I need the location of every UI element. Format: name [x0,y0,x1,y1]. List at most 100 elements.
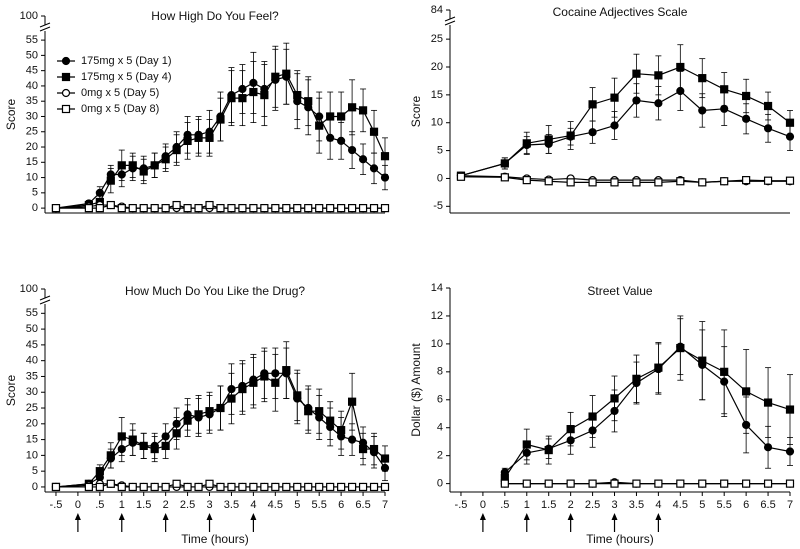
marker [117,482,126,492]
marker [720,85,729,94]
x-tick-label: 1.5 [136,499,151,511]
y-tick-label: -5 [433,200,443,212]
marker [106,176,115,185]
marker [238,384,247,394]
x-tick-label: 6.5 [760,499,775,511]
marker [271,204,280,213]
y-tick-label: 84 [431,4,443,16]
y-tick-label: 20 [26,141,38,153]
marker [216,482,225,492]
marker [588,128,597,137]
dose-arrow-head [250,513,257,520]
marker [161,204,170,213]
marker [763,398,773,407]
marker [610,121,619,130]
legend-marker [61,88,71,98]
y-tick-label: 2 [437,450,443,462]
marker [763,124,773,133]
panel: Street Value 0 2 4 6 8 10 12 14 -.5 0 .5 1 1.5 2 2.5 3 3.… [409,282,795,546]
marker [249,378,258,387]
dose-arrow-head [523,513,530,520]
legend-marker [61,56,71,66]
x-tick-label: 2 [163,499,169,511]
marker [742,114,751,123]
series [456,44,795,180]
marker [698,74,707,83]
marker [380,482,390,492]
y-tick-label: 14 [431,282,443,294]
marker [315,407,324,416]
marker [293,482,302,492]
marker [95,188,104,197]
dose-arrow [655,513,662,532]
series [51,341,390,492]
x-tick-label: 7 [787,499,793,511]
marker [194,482,203,492]
axis-break [444,20,456,26]
dose-arrow-head [206,513,213,520]
marker [544,445,553,455]
y-tick-label: 10 [26,449,38,461]
marker [95,204,104,213]
marker [282,366,291,375]
marker [194,204,203,213]
marker [183,416,192,425]
marker [522,176,531,185]
marker [544,479,553,488]
marker [380,454,390,463]
y-tick-label: 0 [32,481,38,493]
marker [161,482,170,492]
x-tick-label: 5 [699,499,705,511]
marker [369,127,379,136]
y-tick-label: 10 [431,117,443,129]
y-tick-label: 15 [26,156,38,168]
marker [95,467,104,476]
marker [566,178,575,187]
marker [610,93,619,102]
axis-break [39,299,51,305]
marker [161,155,170,164]
marker [369,164,379,173]
marker [763,101,773,111]
y-tick-label: 6 [437,394,443,406]
marker [369,444,379,454]
dose-arrow-head [479,513,486,520]
marker [271,72,280,81]
dose-arrow-head [567,513,574,520]
marker [337,204,346,213]
y-tick-label: 35 [26,370,38,382]
axis-break [39,26,51,32]
marker [139,204,148,213]
marker [544,177,553,186]
marker [742,387,751,396]
dose-arrow [567,513,574,532]
chart-title: How Much Do You Like the Drug? [125,284,305,298]
marker [139,482,148,492]
marker [358,106,368,115]
marker [172,200,181,210]
x-tick-label: 6 [743,499,749,511]
marker [763,479,773,488]
marker [282,69,291,78]
dose-arrow [479,513,486,532]
marker [522,440,531,449]
y-axis-label: Dollar ($) Amount [409,343,423,437]
x-tick-label: 3.5 [629,499,644,511]
legend-label: 175mg x 5 (Day 1) [81,55,171,67]
dose-arrow-head [74,513,81,520]
marker [698,106,707,115]
x-tick-label: 0 [75,499,81,511]
marker [588,100,597,109]
y-tick-label: 4 [437,422,443,434]
x-tick-label: 4.5 [673,499,688,511]
x-tick-label: 1.5 [541,499,556,511]
marker [566,479,575,488]
marker [337,112,346,121]
marker [785,118,795,127]
x-tick-label: 3 [611,499,617,511]
marker [216,403,225,413]
y-tick-label: 5 [32,465,38,477]
series [51,479,390,492]
y-tick-label: 5 [32,187,38,199]
